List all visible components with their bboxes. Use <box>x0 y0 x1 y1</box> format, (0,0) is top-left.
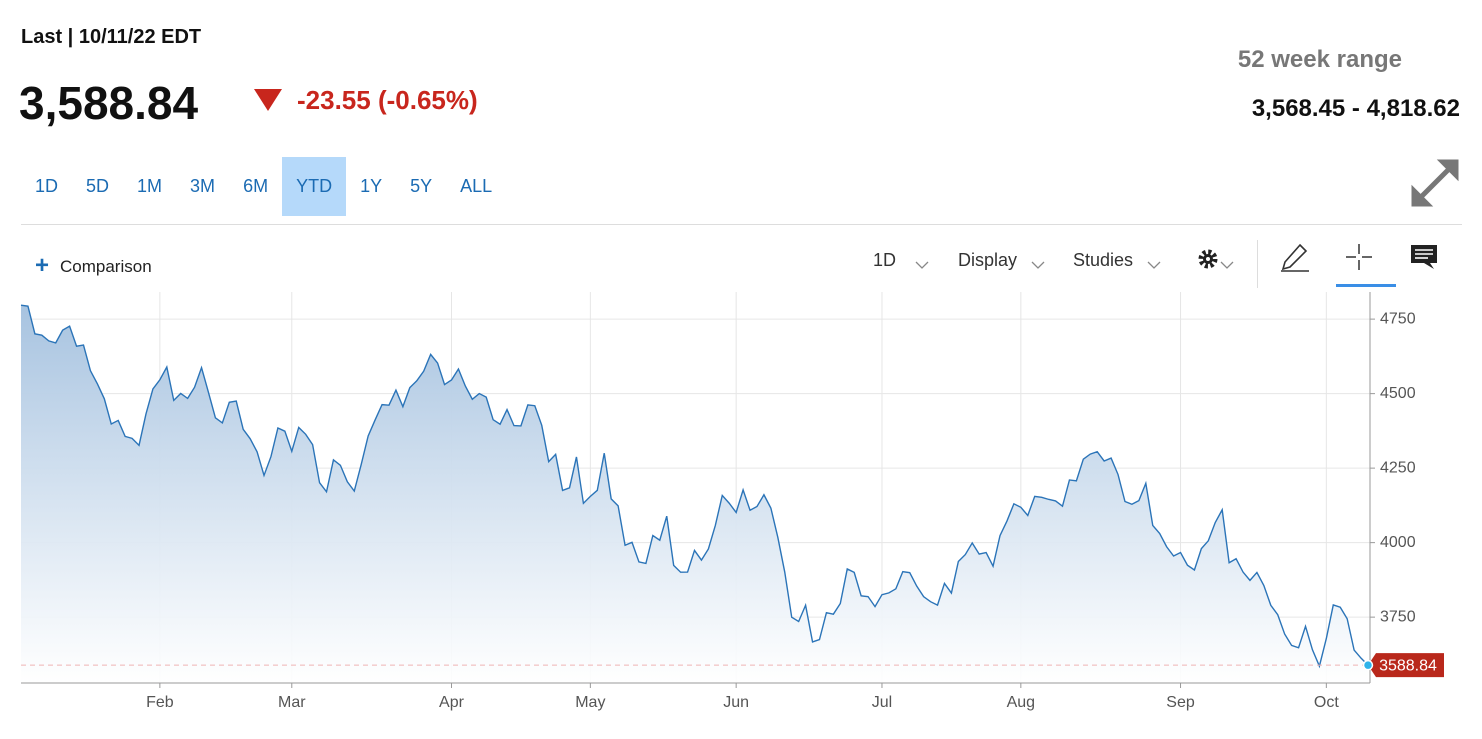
y-tick-label: 4250 <box>1380 459 1416 476</box>
y-tick-label: 4500 <box>1380 385 1416 402</box>
last-value-tag <box>1368 653 1444 678</box>
x-tick-label: Sep <box>1166 694 1195 711</box>
comparison-button[interactable]: Comparison <box>60 257 152 276</box>
plus-icon[interactable]: + <box>35 252 50 279</box>
comment-icon[interactable] <box>1410 244 1438 270</box>
x-tick-label: Feb <box>146 694 174 711</box>
range-button[interactable]: YTD <box>282 157 347 216</box>
range-buttons: 1D 5D 1M 3M 6M YTD 1Y 5Y ALL <box>21 157 506 216</box>
range-title: 52 week range <box>1237 46 1402 73</box>
settings-icon[interactable] <box>1196 247 1220 271</box>
range-button[interactable]: 1M <box>137 176 163 196</box>
x-tick-label: May <box>575 694 605 711</box>
range-button[interactable]: 3M <box>190 176 216 196</box>
x-tick-label: Oct <box>1314 694 1339 711</box>
last-value-label: 3588.84 <box>1379 657 1437 674</box>
price-change: -23.55 (-0.65%) <box>297 85 478 115</box>
range-value: 3,568.45 - 4,818.62 <box>1251 95 1460 122</box>
x-tick-label: Aug <box>1007 694 1035 711</box>
active-tool-underline <box>1336 284 1396 287</box>
x-tick-label: Jun <box>723 694 749 711</box>
range-button[interactable]: 5Y <box>410 176 433 196</box>
range-button[interactable]: 1Y <box>360 176 383 196</box>
x-tick-label: Mar <box>278 694 306 711</box>
y-tick-label: 3750 <box>1380 608 1416 625</box>
crosshair-icon[interactable] <box>1344 242 1374 272</box>
range-button[interactable]: ALL <box>460 176 493 196</box>
range-button[interactable]: 6M <box>243 176 269 196</box>
price: 3,588.84 <box>19 77 199 129</box>
last-label: Last | 10/11/22 EDT <box>21 26 202 48</box>
separator <box>21 224 1462 225</box>
toolbar-divider <box>1257 240 1258 288</box>
x-tick-label: Apr <box>439 694 465 711</box>
expand-icon[interactable] <box>1408 156 1462 210</box>
x-tick-label: Jul <box>872 694 892 711</box>
draw-icon[interactable] <box>1280 242 1310 272</box>
range-button[interactable]: 5D <box>86 176 110 196</box>
y-tick-label: 4750 <box>1380 310 1416 327</box>
y-tick-label: 4000 <box>1380 534 1416 551</box>
line <box>20 304 1369 669</box>
range-button[interactable]: 1D <box>35 176 59 196</box>
down-arrow <box>254 89 282 111</box>
display-button[interactable]: Display <box>958 250 1018 270</box>
last-point <box>1362 659 1374 671</box>
chevrons <box>915 261 1234 269</box>
interval-button[interactable]: 1D <box>873 250 897 270</box>
area <box>21 305 1368 683</box>
studies-button[interactable]: Studies <box>1073 250 1134 270</box>
